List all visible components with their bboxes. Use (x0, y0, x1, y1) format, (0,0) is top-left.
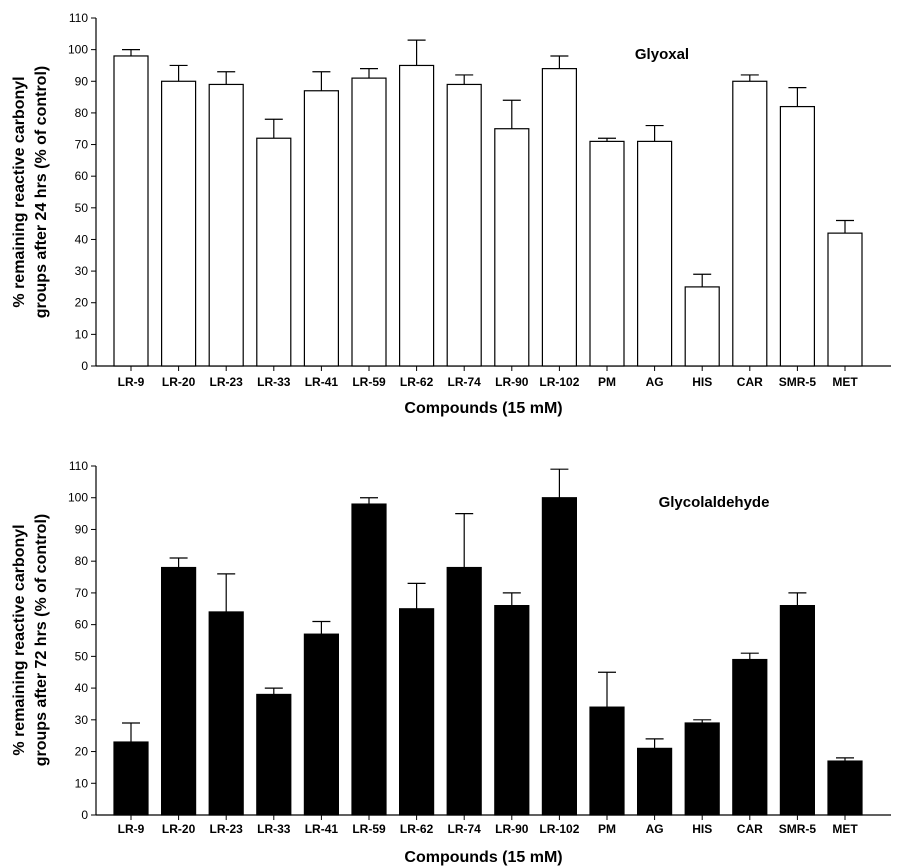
bar (256, 693, 292, 816)
x-axis-label: Compounds (15 mM) (404, 849, 562, 866)
bar (113, 741, 149, 816)
x-tick-label: LR-90 (495, 822, 529, 836)
x-tick-label: MET (832, 822, 858, 836)
y-tick-label: 60 (75, 169, 89, 183)
bar (113, 55, 149, 367)
y-tick-label: 60 (75, 618, 89, 632)
bar (399, 608, 435, 816)
bar (589, 706, 625, 816)
bar (256, 137, 292, 367)
chart-annotation: Glycolaldehyde (659, 494, 770, 511)
x-tick-label: LR-62 (400, 822, 434, 836)
bar (541, 497, 578, 816)
x-tick-label: LR-59 (352, 822, 386, 836)
y-tick-label: 100 (68, 43, 88, 57)
bar (446, 83, 482, 367)
y-tick-label: 40 (75, 232, 89, 246)
bar (494, 128, 530, 367)
x-tick-label: AG (646, 822, 664, 836)
x-tick-label: AG (646, 375, 664, 389)
y-axis-label-line2: groups after 72 hrs (% of control) (33, 514, 50, 766)
x-tick-label: LR-74 (448, 822, 482, 836)
y-tick-label: 80 (75, 554, 89, 568)
y-tick-label: 110 (69, 459, 88, 473)
y-tick-label: 0 (81, 808, 88, 822)
y-tick-label: 40 (75, 681, 89, 695)
bar (827, 232, 863, 367)
bar (161, 566, 197, 816)
x-tick-label: PM (598, 375, 616, 389)
bar (684, 286, 720, 367)
bar (446, 566, 482, 816)
x-tick-label: LR-102 (539, 822, 579, 836)
y-tick-label: 110 (69, 11, 88, 25)
x-tick-label: LR-9 (118, 822, 145, 836)
chart-annotation: Glyoxal (635, 46, 689, 63)
y-tick-label: 10 (75, 776, 89, 790)
bar (161, 80, 197, 367)
bar (494, 604, 530, 816)
x-tick-label: LR-62 (400, 375, 434, 389)
x-axis-label: Compounds (15 mM) (404, 400, 562, 417)
x-tick-label: SMR-5 (779, 375, 817, 389)
y-axis-label-line1: % remaining reactive carbonyl (11, 524, 28, 755)
x-tick-label: LR-33 (257, 822, 291, 836)
y-tick-label: 30 (75, 264, 89, 278)
bar (208, 83, 244, 367)
y-tick-label: 10 (75, 327, 89, 341)
bar (636, 140, 673, 367)
bar (541, 68, 578, 367)
x-tick-label: LR-41 (305, 822, 339, 836)
y-tick-label: 100 (68, 491, 88, 505)
y-tick-label: 30 (75, 713, 89, 727)
x-tick-label: LR-90 (495, 375, 529, 389)
bar (732, 658, 768, 816)
y-tick-label: 90 (75, 74, 89, 88)
y-tick-label: 50 (75, 201, 89, 215)
x-tick-label: LR-23 (210, 375, 244, 389)
bar (684, 722, 720, 816)
x-tick-label: LR-74 (448, 375, 482, 389)
bar (779, 604, 816, 816)
y-tick-label: 0 (81, 359, 88, 373)
y-tick-label: 20 (75, 296, 89, 310)
bar (208, 611, 244, 816)
bar (303, 90, 339, 367)
y-tick-label: 20 (75, 745, 89, 759)
glyoxal-chart: 0 10 20 30 40 50 60 70 80 90 100 110 LR-9 LR-20 LR-23 L… (11, 11, 891, 417)
bar (732, 80, 768, 367)
x-tick-label: LR-59 (352, 375, 386, 389)
x-tick-label: HIS (692, 822, 712, 836)
x-tick-label: LR-33 (257, 375, 291, 389)
x-tick-label: MET (832, 375, 858, 389)
y-tick-label: 70 (75, 138, 89, 152)
y-tick-label: 80 (75, 106, 89, 120)
y-tick-label: 50 (75, 649, 89, 663)
y-tick-label: 70 (75, 586, 89, 600)
y-tick-label: 90 (75, 522, 89, 536)
y-axis-label-line1: % remaining reactive carbonyl (11, 76, 28, 307)
bar (351, 77, 387, 367)
x-tick-label: CAR (737, 822, 763, 836)
x-tick-label: LR-20 (162, 375, 196, 389)
bar (636, 747, 673, 816)
x-tick-label: PM (598, 822, 616, 836)
x-tick-label: LR-9 (118, 375, 145, 389)
bar (827, 760, 863, 816)
x-tick-label: LR-102 (539, 375, 579, 389)
bar (589, 140, 625, 367)
x-tick-label: LR-23 (210, 822, 244, 836)
y-axis-label-line2: groups after 24 hrs (% of control) (33, 66, 50, 318)
x-tick-label: LR-20 (162, 822, 196, 836)
bar (399, 64, 435, 367)
x-tick-label: SMR-5 (779, 822, 817, 836)
bar (351, 503, 387, 816)
x-tick-label: LR-41 (305, 375, 339, 389)
glycolaldehyde-chart: 0 10 20 30 40 50 60 70 80 90 100 110 LR-9 LR-20 LR-23 L… (11, 459, 891, 866)
x-tick-label: HIS (692, 375, 712, 389)
bar (303, 633, 339, 816)
x-tick-label: CAR (737, 375, 763, 389)
bar (779, 105, 816, 367)
